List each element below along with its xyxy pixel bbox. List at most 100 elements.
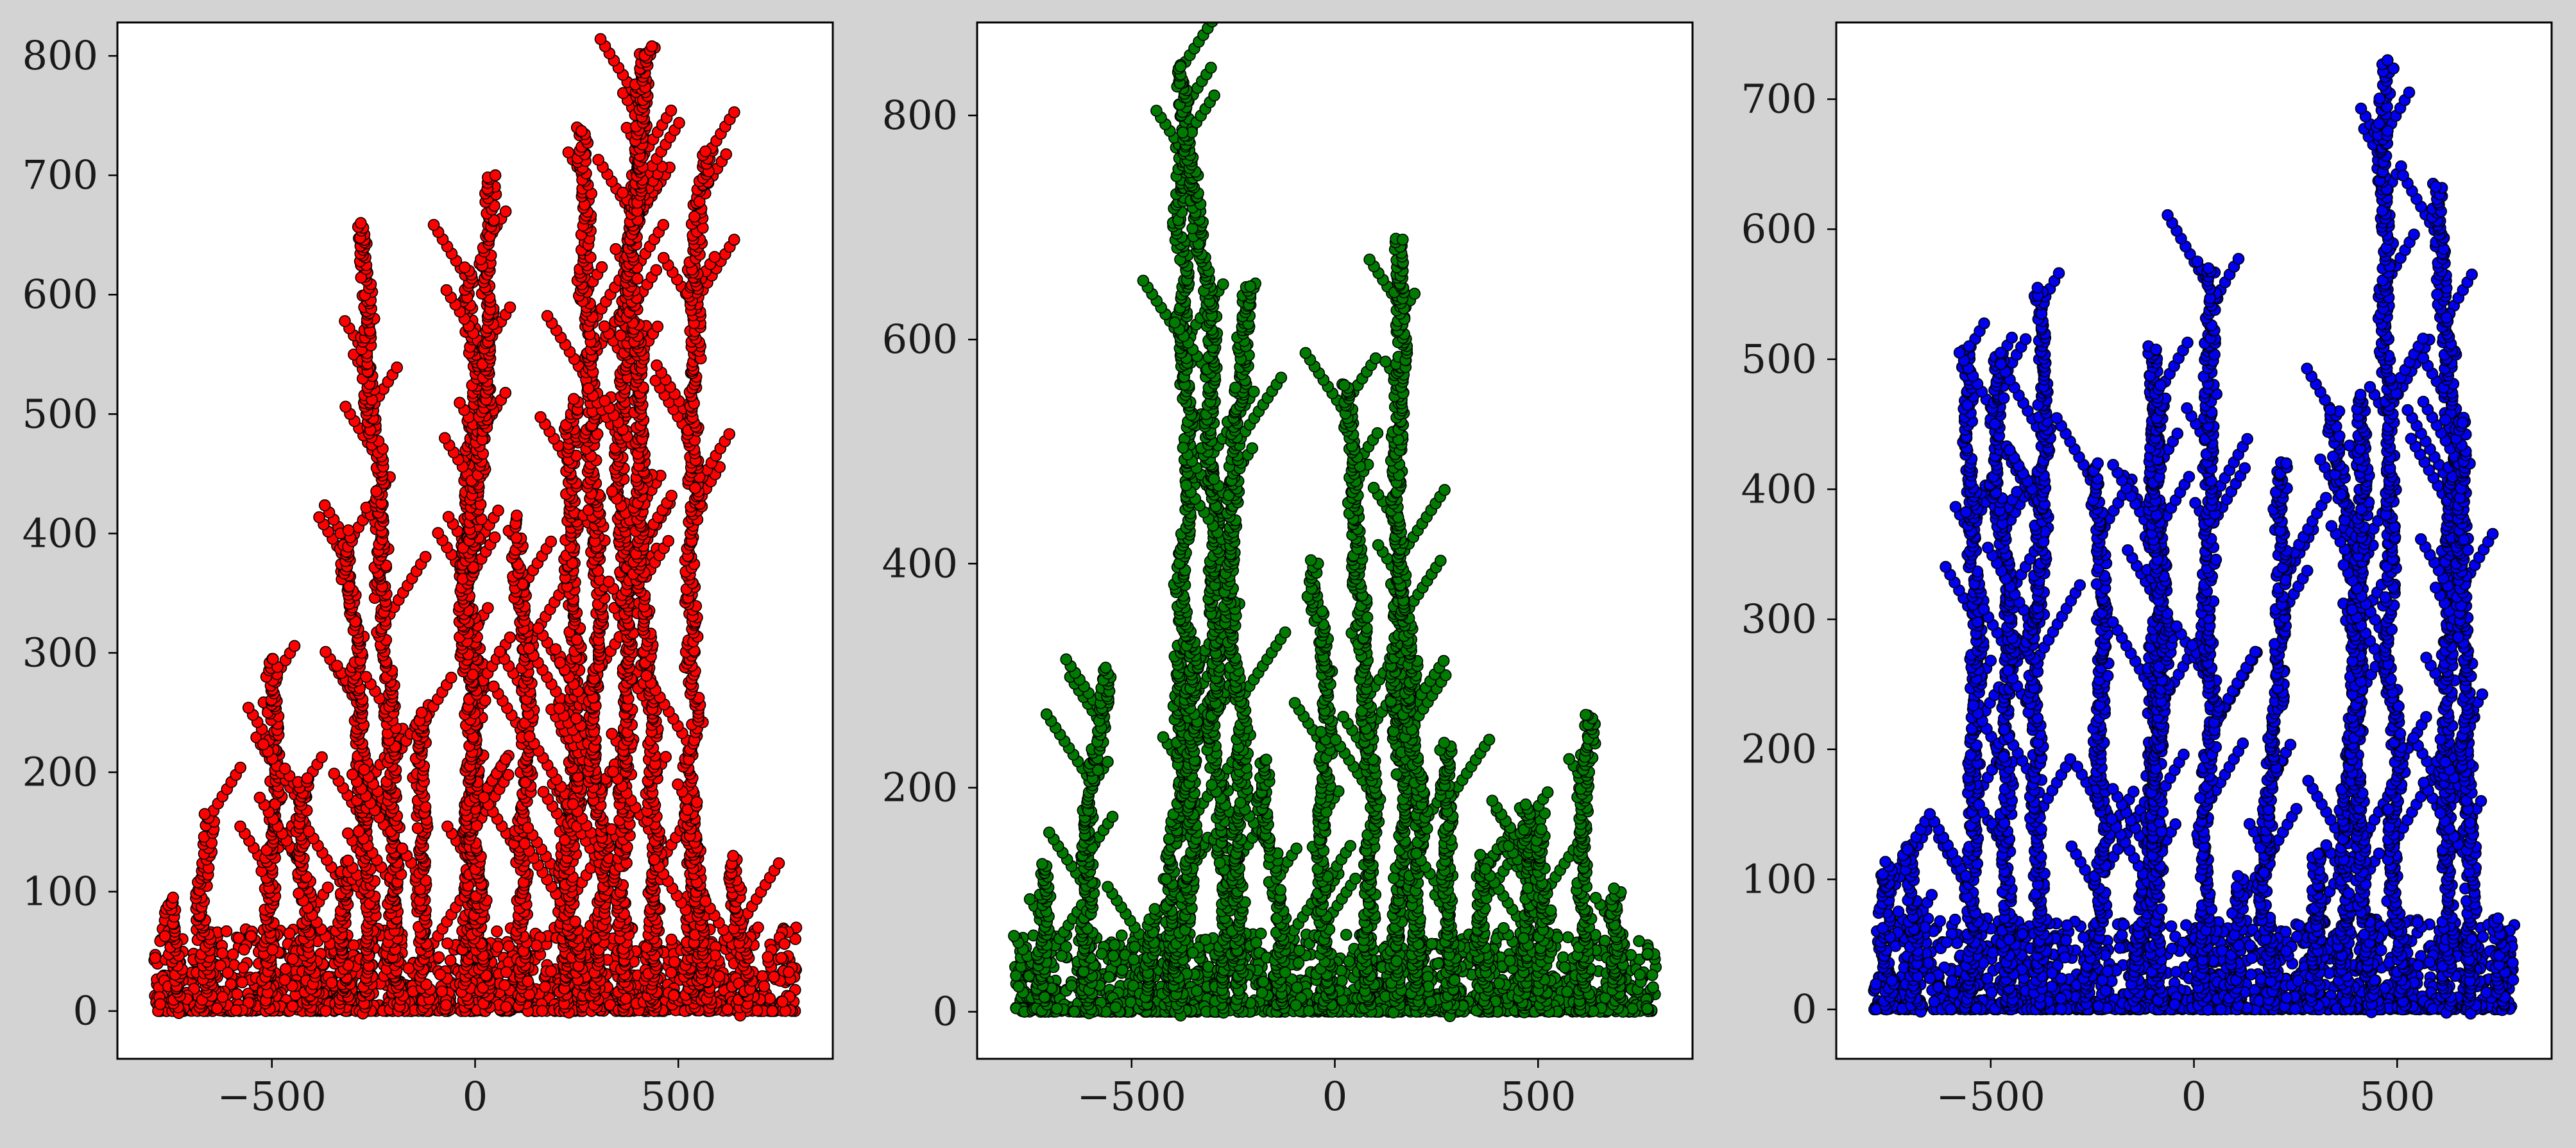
scatter-point [286,953,299,965]
scatter-point [553,702,566,715]
scatter-point [352,825,365,837]
scatter-point [198,808,211,820]
scatter-point [752,921,764,934]
scatter-point [488,680,500,693]
scatter-point [358,764,371,776]
scatter-point [776,995,789,1008]
scatter-point [500,966,513,979]
scatter-point [504,301,516,314]
scatter-point [242,701,255,714]
scatter-point [325,977,338,989]
scatter-point [569,915,581,928]
scatter-point [434,968,447,981]
scatter-point [278,762,291,775]
scatter-point [211,1002,223,1015]
scatter-point [313,511,325,524]
scatter-point [518,837,531,850]
scatter-point [606,728,618,740]
scatter-point [522,821,534,834]
scatter-point [545,965,558,977]
scatter-point [491,925,503,938]
scatter-point [419,551,432,563]
scatter-point [396,842,409,855]
scatter-point [783,966,795,979]
scatter-point [763,992,776,1005]
scatter-point [668,955,681,968]
scatter-point [492,504,504,517]
scatter-point [354,217,367,229]
scatter-point [321,881,334,894]
scatter-point [488,531,501,544]
scatter-point [244,930,257,943]
scatter-point [158,930,171,943]
scatter-point [441,937,454,950]
scatter-point [539,981,551,993]
scatter-point [432,951,445,963]
scatter-point [767,970,780,983]
scatter-point [534,411,547,424]
scatter-points [148,33,803,1022]
scatter-point [444,954,457,966]
scatter-point [230,1004,243,1016]
scatter-point [231,988,243,1000]
scatter-point [402,962,415,975]
scatter-point [436,985,448,998]
scatter-point [758,980,771,993]
scatter-point [567,393,580,406]
scatter-point [286,1000,299,1013]
scatter-point [303,825,315,837]
scatter-point [570,712,583,724]
scatter-point [237,961,250,973]
scatter-point [226,948,239,961]
scatter-point [415,707,428,719]
scatter-point [232,932,245,945]
scatter-point [293,887,305,900]
scatter-point [511,510,523,522]
scatter-point [499,753,512,766]
scatter-point [536,1005,549,1017]
scatter-point [751,1004,763,1016]
scatter-point [167,891,180,904]
scatter-point [458,261,471,274]
scatter-point [541,310,554,322]
scatter-point [391,361,404,374]
scatter-point [221,966,234,979]
scatter-point [499,979,511,991]
scatter-point [665,933,678,946]
scatter-point [477,791,490,803]
scatter-point [766,1005,779,1017]
scatter-point [445,671,457,684]
scatter-point [595,261,608,273]
scatter-point [778,938,791,950]
scatter-point [288,640,301,653]
scatter-point [549,643,562,656]
scatter-point [524,730,536,742]
scatter-point [502,940,515,952]
scatter-point [360,671,372,683]
scatter-point [234,820,246,833]
scatter-point [216,947,228,959]
scatter-point [762,951,774,963]
scatter-point [665,966,678,979]
scatter-point [537,785,550,798]
scatter-point [713,970,726,982]
scatter-point [342,524,355,536]
scatter-point [279,963,292,975]
scatter-point [530,939,543,952]
scatter-point [149,952,162,964]
scatter-point [441,820,454,833]
scatter-point [523,642,535,655]
scatter-point [775,952,788,964]
scatter-point [432,527,445,540]
scatter-point [545,535,558,548]
scatter-point [236,976,248,989]
scatter-point [427,219,440,231]
scatter-point [500,1000,513,1013]
scatter-point [234,762,247,774]
scatter-point [253,791,266,804]
scatter-point [328,767,341,780]
scatter-point [789,933,801,945]
